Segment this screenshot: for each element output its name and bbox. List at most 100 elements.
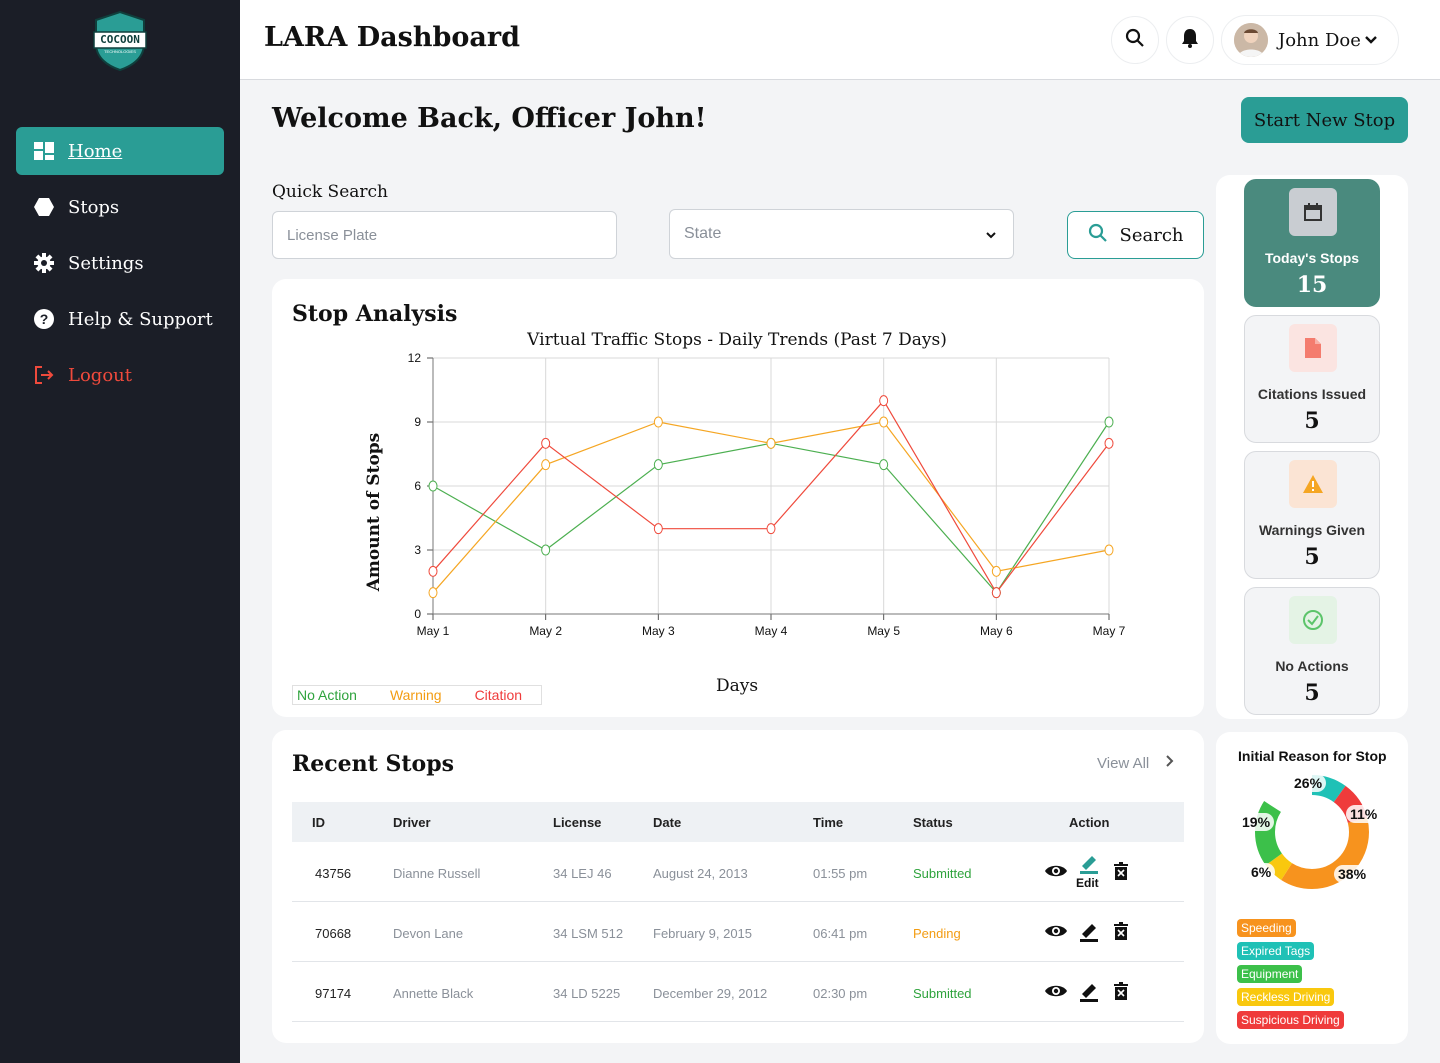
stat-value: 15	[1296, 272, 1328, 298]
stat-citations[interactable]: Citations Issued 5	[1244, 315, 1380, 443]
stat-no-actions[interactable]: No Actions 5	[1244, 587, 1380, 715]
sidebar-item-label: Home	[68, 140, 123, 162]
table-row[interactable]: 43756 Dianne Russell 34 LEJ 46 August 24…	[292, 842, 1184, 902]
column-header: License	[553, 815, 602, 830]
header: LARA Dashboard John Doe	[240, 0, 1440, 80]
column-header: Time	[813, 815, 844, 830]
data-point-warning	[541, 459, 551, 471]
data-point-warning	[766, 437, 776, 449]
trash-icon[interactable]	[1114, 862, 1128, 885]
donut-label-reckless: 6%	[1247, 863, 1276, 881]
reason-tag-equipment: Equipment	[1237, 965, 1303, 983]
cell-driver: Devon Lane	[393, 926, 464, 941]
welcome-heading: Welcome Back, Officer John!	[272, 103, 707, 134]
table-row[interactable]: 97174 Annette Black 34 LD 5225 December …	[292, 962, 1184, 1022]
column-header: Status	[913, 815, 953, 830]
search-button[interactable]	[1111, 16, 1159, 64]
quick-search-button[interactable]: Search	[1067, 211, 1204, 259]
x-tick-label: May 2	[529, 624, 562, 638]
edit-icon[interactable]	[1078, 852, 1100, 879]
column-header: Action	[1069, 815, 1110, 830]
dashboard-icon	[34, 141, 54, 161]
state-select[interactable]: State	[669, 209, 1014, 259]
donut-label-suspicious: 11%	[1346, 805, 1382, 823]
trash-icon[interactable]	[1114, 982, 1128, 1005]
data-point-citation	[1104, 437, 1114, 449]
donut-label-equipment: 19%	[1238, 813, 1275, 831]
svg-text:?: ?	[40, 311, 49, 327]
cocoon-logo: COCOON TECHNOLOGIES	[92, 10, 148, 72]
reason-tag-reckless: Reckless Driving	[1237, 988, 1335, 1006]
search-icon	[1125, 28, 1145, 53]
x-axis-label: Days	[716, 676, 758, 696]
logo-subtext: TECHNOLOGIES	[104, 49, 136, 54]
data-point-warning	[879, 416, 889, 428]
donut-slice-speeding[interactable]	[1255, 775, 1369, 889]
eye-icon[interactable]	[1044, 982, 1068, 1005]
table-header: ID Driver License Date Time Status Actio…	[292, 802, 1184, 842]
sidebar-item-logout[interactable]: Logout	[16, 351, 224, 399]
bell-icon	[1181, 28, 1199, 53]
legend-citation: Citation	[474, 687, 523, 703]
edit-icon[interactable]	[1078, 980, 1100, 1007]
recent-stops-title: Recent Stops	[292, 751, 454, 777]
stop-analysis-card	[272, 279, 1204, 717]
cell-date: August 24, 2013	[653, 866, 748, 881]
sidebar-item-help[interactable]: ? Help & Support	[16, 295, 224, 343]
x-tick-label: May 1	[417, 624, 450, 638]
data-point-no-action	[428, 480, 438, 492]
data-point-no-action	[879, 459, 889, 471]
sidebar-item-settings[interactable]: Settings	[16, 239, 224, 287]
sidebar-item-stops[interactable]: Stops	[16, 183, 224, 231]
hexagon-icon	[34, 197, 54, 217]
donut-label-speeding: 38%	[1334, 865, 1371, 883]
y-tick-label: 9	[414, 415, 421, 429]
stat-value: 5	[1304, 680, 1320, 706]
x-tick-label: May 3	[642, 624, 675, 638]
stat-warnings[interactable]: Warnings Given 5	[1244, 451, 1380, 579]
eye-icon[interactable]	[1044, 862, 1068, 885]
stat-value: 5	[1304, 408, 1320, 434]
edit-icon[interactable]	[1078, 920, 1100, 947]
logo-text: COCOON	[100, 33, 140, 46]
quick-search-label: Quick Search	[272, 182, 388, 202]
line-chart: Virtual Traffic Stops - Daily Trends (Pa…	[364, 330, 1126, 696]
data-point-warning	[991, 565, 1001, 577]
x-tick-label: May 4	[755, 624, 788, 638]
notifications-button[interactable]	[1166, 16, 1214, 64]
cell-time: 01:55 pm	[813, 866, 868, 881]
cell-time: 02:30 pm	[813, 986, 868, 1001]
state-select-value: State	[684, 225, 722, 242]
data-point-warning	[1104, 544, 1114, 556]
x-tick-label: May 7	[1093, 624, 1126, 638]
table-row[interactable]: 70668 Devon Lane 34 LSM 512 February 9, …	[292, 902, 1184, 962]
chevron-down-icon	[985, 228, 997, 246]
sidebar: COCOON TECHNOLOGIES Home Stops Settings …	[0, 0, 240, 1063]
y-tick-label: 12	[408, 351, 422, 365]
user-menu[interactable]: John Doe	[1221, 15, 1399, 65]
license-plate-input[interactable]	[287, 226, 616, 244]
sidebar-item-label: Help & Support	[68, 308, 213, 330]
data-point-warning	[653, 416, 663, 428]
donut-slice-equipment[interactable]	[1255, 775, 1369, 889]
cell-id: 43756	[315, 866, 352, 881]
search-button-label: Search	[1119, 224, 1184, 246]
eye-icon[interactable]	[1044, 922, 1068, 945]
data-point-citation	[766, 523, 776, 535]
stat-todays-stops[interactable]: Today's Stops 15	[1244, 179, 1380, 307]
cell-id: 70668	[315, 926, 352, 941]
reason-tag-expired-tags: Expired Tags	[1237, 942, 1315, 960]
search-icon	[1088, 223, 1120, 248]
column-header: Date	[653, 815, 682, 830]
start-new-stop-button[interactable]: Start New Stop	[1241, 97, 1408, 143]
sidebar-item-label: Settings	[68, 252, 144, 274]
reason-tag-speeding: Speeding	[1237, 919, 1296, 937]
license-plate-field[interactable]	[272, 211, 617, 259]
view-all-link[interactable]: View All	[1097, 754, 1175, 772]
sidebar-item-label: Stops	[68, 196, 120, 218]
sidebar-item-home[interactable]: Home	[16, 127, 224, 175]
stat-label: Today's Stops	[1264, 250, 1360, 266]
logout-icon	[34, 365, 54, 385]
data-point-citation	[879, 395, 889, 407]
trash-icon[interactable]	[1114, 922, 1128, 945]
